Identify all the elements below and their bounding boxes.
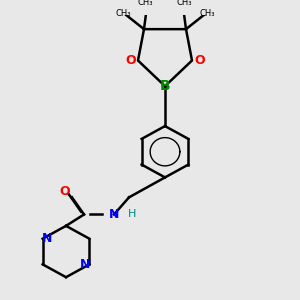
Text: O: O <box>194 54 205 67</box>
Text: CH₃: CH₃ <box>177 0 192 7</box>
Text: H: H <box>128 209 136 220</box>
Text: N: N <box>109 208 119 221</box>
Text: CH₃: CH₃ <box>138 0 153 7</box>
Text: N: N <box>80 258 90 271</box>
Text: O: O <box>59 185 70 198</box>
Text: CH₃: CH₃ <box>115 9 131 18</box>
Text: CH₃: CH₃ <box>199 9 215 18</box>
Text: O: O <box>125 54 136 67</box>
Text: B: B <box>160 79 170 93</box>
Text: N: N <box>42 232 52 245</box>
